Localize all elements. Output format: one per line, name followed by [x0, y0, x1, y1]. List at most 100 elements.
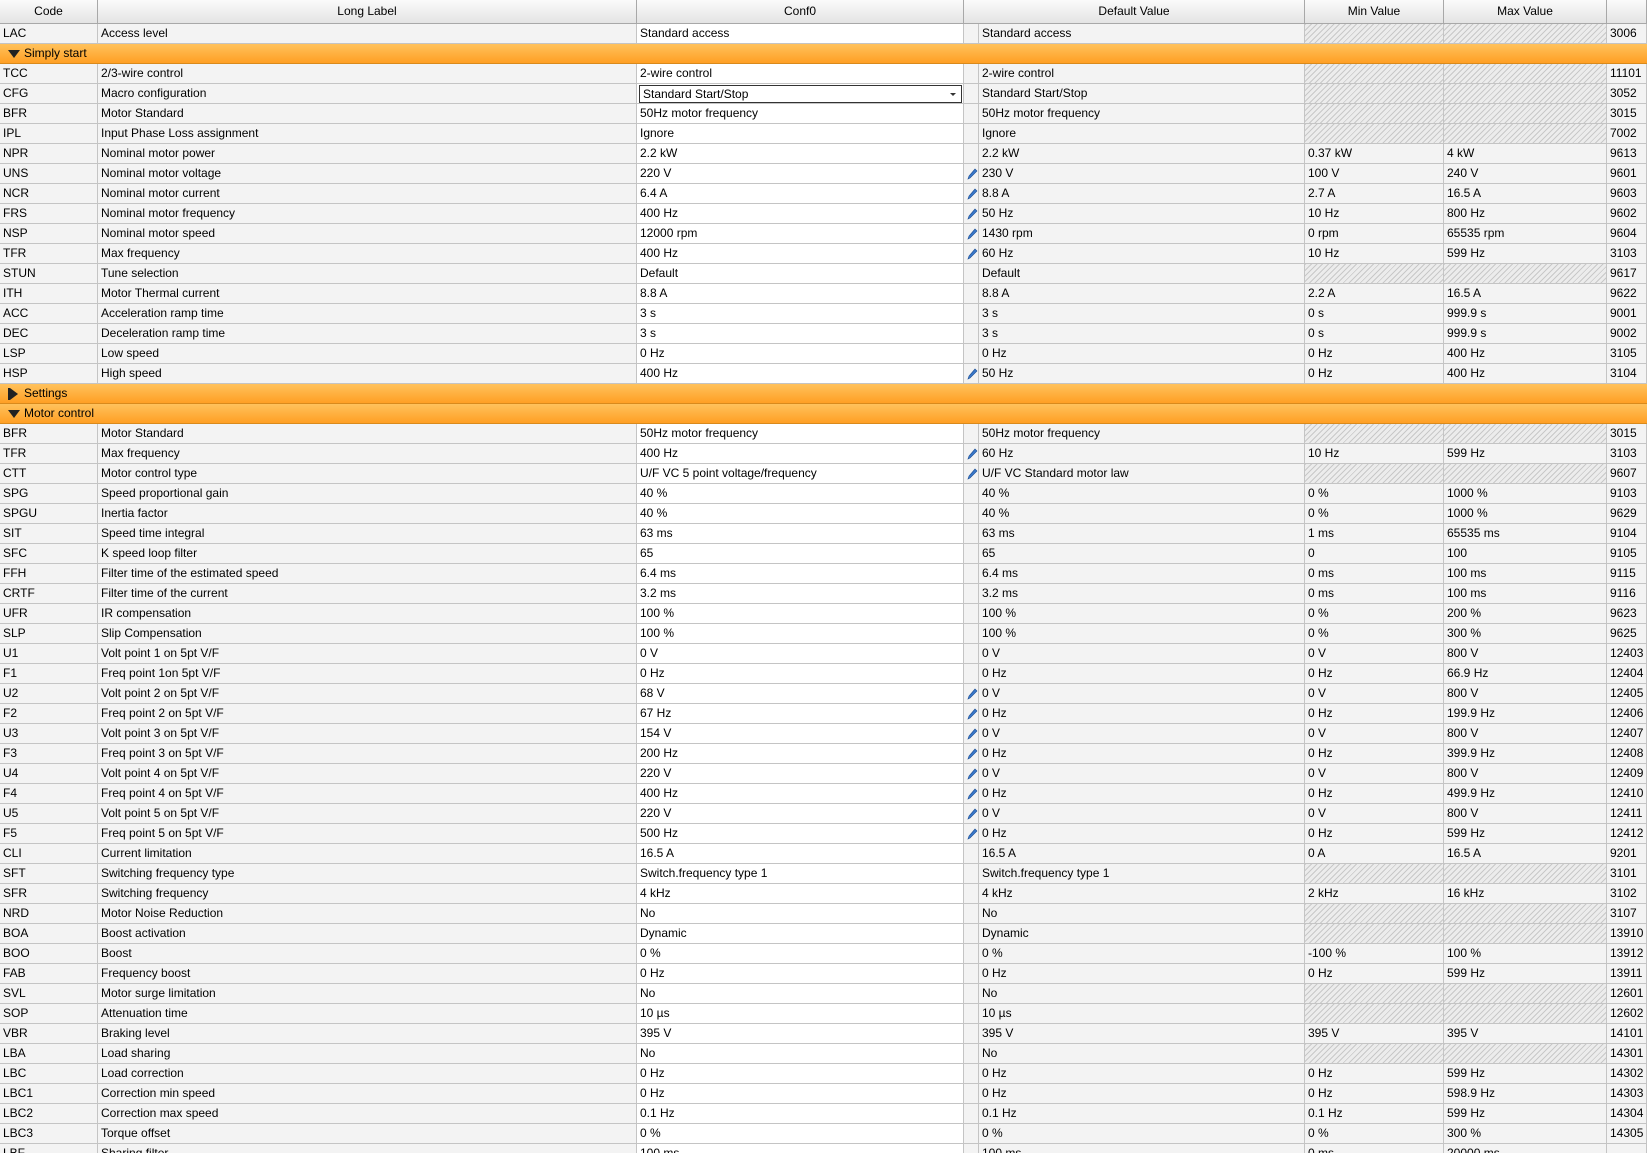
cell-min — [1305, 924, 1444, 944]
cell-conf[interactable]: 220 V — [637, 764, 964, 784]
cell-conf[interactable]: 0 Hz — [637, 1084, 964, 1104]
cell-label: Speed time integral — [98, 524, 637, 544]
cell-code: LBC3 — [0, 1124, 98, 1144]
cell-conf[interactable]: U/F VC 5 point voltage/frequency — [637, 464, 964, 484]
cell-conf[interactable]: 67 Hz — [637, 704, 964, 724]
cell-default: 0 V — [979, 684, 1305, 704]
cell-conf[interactable]: 65 — [637, 544, 964, 564]
group-row[interactable]: Settings — [0, 384, 1647, 404]
cell-conf[interactable]: 154 V — [637, 724, 964, 744]
cell-conf[interactable]: 400 Hz — [637, 244, 964, 264]
cell-conf[interactable]: 4 kHz — [637, 884, 964, 904]
cell-conf[interactable]: 3 s — [637, 304, 964, 324]
cell-code: TFR — [0, 444, 98, 464]
cell-default: 0 Hz — [979, 704, 1305, 724]
group-row[interactable]: Simply start — [0, 44, 1647, 64]
cell-max: 599 Hz — [1444, 1104, 1607, 1124]
edited-icon — [967, 728, 978, 740]
cell-conf[interactable]: 50Hz motor frequency — [637, 424, 964, 444]
cell-conf[interactable]: Standard access — [637, 24, 964, 44]
cell-conf[interactable]: 400 Hz — [637, 364, 964, 384]
column-header: Min Value — [1305, 0, 1444, 24]
cell-addr: 9604 — [1607, 224, 1647, 244]
cell-conf[interactable]: 2.2 kW — [637, 144, 964, 164]
cell-min: 0 Hz — [1305, 1084, 1444, 1104]
cell-label: Nominal motor frequency — [98, 204, 637, 224]
cell-default: 0 V — [979, 804, 1305, 824]
cell-conf[interactable]: 6.4 ms — [637, 564, 964, 584]
cell-conf[interactable]: 0.1 Hz — [637, 1104, 964, 1124]
cell-conf[interactable]: 0 Hz — [637, 344, 964, 364]
cell-max: 300 % — [1444, 624, 1607, 644]
edited-icon — [967, 208, 978, 220]
cell-code: NPR — [0, 144, 98, 164]
cell-default: 2-wire control — [979, 64, 1305, 84]
cell-conf[interactable]: 395 V — [637, 1024, 964, 1044]
cell-conf[interactable]: No — [637, 984, 964, 1004]
cell-addr: 3107 — [1607, 904, 1647, 924]
cell-default: 2.2 kW — [979, 144, 1305, 164]
edited-icon — [967, 368, 978, 380]
cell-conf[interactable]: Dynamic — [637, 924, 964, 944]
cell-code: ITH — [0, 284, 98, 304]
cell-conf[interactable]: 400 Hz — [637, 444, 964, 464]
cell-default: 100 % — [979, 624, 1305, 644]
cell-addr: 12404 — [1607, 664, 1647, 684]
cell-conf[interactable]: Switch.frequency type 1 — [637, 864, 964, 884]
cell-label: Motor Standard — [98, 104, 637, 124]
cell-conf[interactable]: 220 V — [637, 804, 964, 824]
cell-conf[interactable]: 500 Hz — [637, 824, 964, 844]
cell-conf[interactable]: 12000 rpm — [637, 224, 964, 244]
cell-conf[interactable]: 40 % — [637, 504, 964, 524]
cell-conf[interactable]: 400 Hz — [637, 784, 964, 804]
cell-conf[interactable]: No — [637, 904, 964, 924]
cell-code: FAB — [0, 964, 98, 984]
cell-min: 0 % — [1305, 504, 1444, 524]
cell-conf[interactable]: 40 % — [637, 484, 964, 504]
cell-conf[interactable]: 8.8 A — [637, 284, 964, 304]
edited-icon — [967, 168, 978, 180]
cell-conf[interactable]: 6.4 A — [637, 184, 964, 204]
group-row[interactable]: Motor control — [0, 404, 1647, 424]
cell-default: 3.2 ms — [979, 584, 1305, 604]
cell-conf[interactable]: 0 % — [637, 1124, 964, 1144]
cell-conf[interactable]: Ignore — [637, 124, 964, 144]
cell-conf[interactable]: 50Hz motor frequency — [637, 104, 964, 124]
cell-conf[interactable]: 0 V — [637, 644, 964, 664]
cell-conf[interactable]: 100 % — [637, 624, 964, 644]
cell-conf[interactable]: 200 Hz — [637, 744, 964, 764]
cell-code: CFG — [0, 84, 98, 104]
cell-label: Nominal motor current — [98, 184, 637, 204]
cell-code: HSP — [0, 364, 98, 384]
cell-conf[interactable]: 400 Hz — [637, 204, 964, 224]
cell-conf[interactable]: 10 µs — [637, 1004, 964, 1024]
cell-conf[interactable]: No — [637, 1044, 964, 1064]
cell-code: SFT — [0, 864, 98, 884]
cell-conf[interactable]: Default — [637, 264, 964, 284]
cell-conf[interactable]: 0 % — [637, 944, 964, 964]
cell-label: Deceleration ramp time — [98, 324, 637, 344]
cell-max: 100 % — [1444, 944, 1607, 964]
cell-conf[interactable]: 0 Hz — [637, 1064, 964, 1084]
cell-conf[interactable]: 100 ms — [637, 1144, 964, 1153]
cell-conf[interactable]: 0 Hz — [637, 664, 964, 684]
cell-conf[interactable]: 16.5 A — [637, 844, 964, 864]
cell-conf[interactable]: 100 % — [637, 604, 964, 624]
cell-conf[interactable]: 68 V — [637, 684, 964, 704]
cell-conf[interactable]: 220 V — [637, 164, 964, 184]
cell-default: 6.4 ms — [979, 564, 1305, 584]
combo-box[interactable]: Standard Start/Stop — [639, 85, 962, 103]
cell-addr: 9104 — [1607, 524, 1647, 544]
cell-label: Nominal motor speed — [98, 224, 637, 244]
cell-conf[interactable]: 2-wire control — [637, 64, 964, 84]
cell-conf[interactable]: 3 s — [637, 324, 964, 344]
edited-icon — [967, 248, 978, 260]
cell-max — [1444, 124, 1607, 144]
cell-conf[interactable]: 3.2 ms — [637, 584, 964, 604]
cell-code: SVL — [0, 984, 98, 1004]
cell-conf[interactable]: 63 ms — [637, 524, 964, 544]
cell-label: Attenuation time — [98, 1004, 637, 1024]
cell-conf[interactable]: 0 Hz — [637, 964, 964, 984]
cell-default: 230 V — [979, 164, 1305, 184]
cell-addr: 12409 — [1607, 764, 1647, 784]
